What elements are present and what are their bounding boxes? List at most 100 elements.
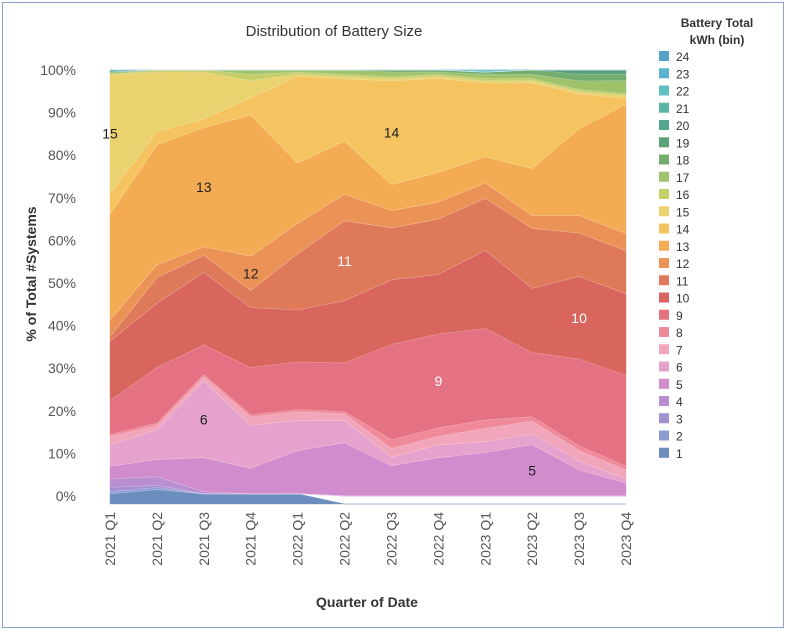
area-label-14: 14 (384, 125, 400, 141)
y-tick-label: 60% (48, 232, 76, 248)
area-boundary-20 (110, 69, 626, 73)
legend-swatch-7 (659, 344, 669, 355)
legend-swatch-2 (659, 430, 669, 441)
x-tick-label: 2023 Q2 (524, 512, 540, 566)
legend-swatch-11 (659, 275, 669, 286)
x-tick-label: 2022 Q3 (384, 512, 400, 566)
legend-label-13: 13 (676, 240, 690, 254)
legend-label-22: 22 (676, 85, 690, 99)
x-tick-label: 2023 Q3 (571, 512, 587, 566)
y-tick-label: 30% (48, 360, 76, 376)
area-boundary-16 (109, 69, 627, 94)
plot-area (109, 69, 627, 505)
x-tick-label: 2022 Q2 (337, 512, 353, 566)
area-boundary-15 (109, 71, 627, 97)
legend-label-20: 20 (676, 119, 690, 133)
x-tick-label: 2023 Q1 (477, 512, 493, 566)
area-boundary-4 (109, 476, 626, 497)
legend-swatch-17 (659, 171, 669, 182)
legend-swatch-22 (659, 85, 669, 96)
area-label-11: 11 (337, 253, 352, 269)
y-tick-label: 10% (48, 445, 76, 461)
legend-label-10: 10 (676, 292, 690, 306)
legend-swatch-1 (659, 447, 669, 458)
area-label-9: 9 (435, 373, 443, 389)
chart-title: Distribution of Battery Size (246, 23, 423, 40)
area-boundary-14 (109, 76, 627, 194)
x-axis-title: Quarter of Date (316, 594, 418, 610)
legend-swatch-8 (659, 327, 669, 337)
legend-swatch-14 (659, 223, 669, 234)
legend-swatch-9 (659, 309, 669, 320)
area-boundary-11 (109, 197, 627, 338)
x-tick-label: 2021 Q2 (149, 512, 165, 566)
x-tick-label: 2022 Q4 (430, 512, 446, 566)
area-boundary-21 (110, 69, 626, 73)
area-boundary-6 (109, 380, 627, 480)
legend-label-21: 21 (676, 102, 690, 116)
area-label-13: 13 (196, 179, 212, 195)
y-tick-label: 40% (48, 318, 76, 334)
legend-swatch-5 (659, 378, 669, 389)
legend-swatch-18 (659, 154, 669, 165)
y-tick-label: 70% (48, 190, 76, 206)
area-boundary-8 (109, 374, 627, 467)
area-boundary-13 (109, 104, 627, 215)
x-tick-label: 2021 Q4 (243, 512, 259, 566)
legend-label-12: 12 (676, 257, 690, 271)
legend-label-18: 18 (676, 154, 690, 168)
area-label-6: 6 (200, 411, 208, 427)
y-axis-title: % of Total #Systems (23, 206, 39, 341)
area-labels: 15 13 12 6 11 14 9 5 10 (102, 125, 587, 479)
legend-swatch-23 (659, 68, 669, 79)
y-tick-label: 90% (48, 105, 76, 121)
y-tick-label: 50% (48, 275, 76, 291)
area-boundary-19 (109, 69, 626, 73)
legend-title-line-2: kWh (bin) (690, 33, 745, 47)
y-tick-label: 80% (48, 147, 76, 163)
y-tick-label: 100% (40, 62, 76, 78)
legend-label-5: 5 (676, 378, 683, 392)
area-boundary-1 (109, 489, 626, 497)
legend-label-8: 8 (676, 326, 683, 340)
legend-label-23: 23 (676, 67, 690, 81)
area-boundary-2 (109, 487, 626, 497)
legend-swatch-24 (659, 51, 669, 61)
legend-label-6: 6 (676, 361, 683, 375)
area-label-10: 10 (571, 310, 587, 326)
area-boundary-7 (109, 376, 627, 471)
legend-swatch-19 (659, 137, 669, 148)
legend-label-17: 17 (676, 171, 690, 185)
legend-swatch-15 (659, 206, 669, 217)
x-tick-label: 2021 Q3 (196, 512, 212, 566)
legend-label-16: 16 (676, 188, 690, 202)
area-boundary-12 (109, 182, 627, 321)
x-tick-label: 2023 Q4 (618, 512, 634, 566)
x-tick-label: 2022 Q1 (290, 512, 306, 566)
legend-swatch-3 (659, 413, 669, 424)
area-boundary-18 (109, 69, 626, 75)
area-boundary-17 (109, 69, 627, 82)
legend-swatch-13 (659, 240, 669, 251)
area-label-5: 5 (528, 462, 536, 478)
legend-label-24: 24 (676, 50, 690, 64)
legend-swatch-4 (659, 396, 669, 406)
area-boundary-3 (109, 484, 626, 497)
legend-label-15: 15 (676, 205, 690, 219)
area-boundary-9 (109, 328, 627, 401)
legend-label-4: 4 (676, 395, 683, 409)
legend-label-3: 3 (676, 412, 683, 426)
area-label-12: 12 (243, 265, 259, 281)
legend-label-7: 7 (676, 343, 683, 357)
area-boundary-10 (109, 250, 627, 342)
legend-swatch-20 (659, 120, 669, 130)
area-label-15: 15 (102, 126, 118, 142)
legend-label-1: 1 (676, 447, 683, 461)
legend-swatch-16 (659, 189, 669, 199)
legend-label-14: 14 (676, 223, 690, 237)
x-tick-label: 2021 Q1 (102, 512, 118, 566)
legend-swatch-10 (659, 292, 669, 303)
legend-label-2: 2 (676, 430, 683, 444)
